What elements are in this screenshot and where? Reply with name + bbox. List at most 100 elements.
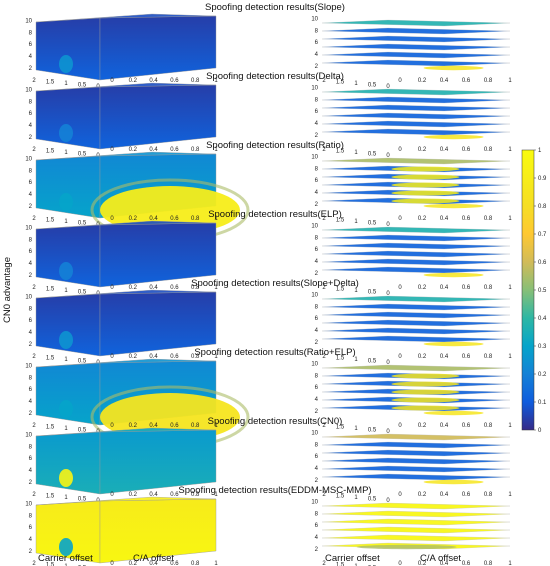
ca-tick: 0.4 [149,216,158,222]
panel-title: Spoofing detection results(CN0) [208,416,343,427]
slice [321,311,511,319]
slice [321,510,511,518]
slice [321,96,511,104]
carrier-tick-right: 1.5 [336,80,345,86]
panel-title: Spoofing detection results(EDDM-MSC-MMP) [178,485,371,496]
carrier-tick-right: 0 [386,84,390,90]
carrier-tick: 0.5 [78,221,87,227]
carrier-tick-right: 0 [386,153,390,159]
slice-highlight [356,544,457,550]
carrier-tick-right: 0 [386,360,390,366]
cn0-tick-right: 8 [315,442,319,448]
cn0-tick: 6 [29,318,33,324]
ca-tick: 0.2 [129,423,138,429]
cn0-tick: 10 [25,156,32,162]
slice [321,303,511,311]
carrier-tick: 1.5 [46,356,55,362]
ca-tick: 0.8 [191,423,200,429]
slice [321,465,511,473]
carrier-tick-right: 2 [322,216,326,222]
left-box-top [35,289,217,299]
panel-2: Spoofing detection results(Ratio)2468102… [25,140,512,242]
carrier-tick: 1 [64,564,68,566]
ca-tick: 1 [214,561,218,566]
left-box-top [35,358,217,368]
ca-tick: 1 [214,216,218,222]
ca-tick-right: 1 [508,492,512,498]
ca-tick: 0 [110,78,114,84]
cn0-tick: 2 [29,411,33,417]
left-box-front [99,15,217,81]
carrier-tick: 2 [32,285,36,291]
carrier-tick: 2 [32,561,36,566]
carrier-tick: 0.5 [78,290,87,296]
slice [321,473,511,481]
slice [321,51,511,59]
carrier-tick-right: 1 [354,288,358,294]
cn0-tick-right: 10 [311,499,318,505]
slice [321,242,511,250]
cn0-tick: 2 [29,342,33,348]
left-box-front [99,84,217,150]
carrier-tick-right: 0.5 [368,221,377,227]
slice-highlight [423,341,484,347]
cn0-tick-right: 8 [315,166,319,172]
ca-tick: 0.8 [191,78,200,84]
slice [321,19,511,27]
carrier-tick: 1 [64,426,68,432]
hot-spot [59,469,73,487]
slice-band [391,381,460,387]
ca-tick-right: 0.4 [440,147,449,153]
carrier-tick: 0.5 [78,359,87,365]
ca-tick: 0 [110,423,114,429]
slice [321,258,511,266]
ca-tick-right: 0 [398,216,402,222]
left-box-top [35,13,217,23]
cn0-tick: 10 [25,294,32,300]
colorbar-tick-label: 0.2 [538,372,547,378]
colorbar-tick-label: 0.3 [538,344,547,350]
cn0-tick: 4 [29,468,33,474]
carrier-tick: 0.5 [78,428,87,434]
carrier-tick-right: 1.5 [336,563,345,566]
carrier-tick-right: 0.5 [368,152,377,158]
ca-tick: 1 [214,147,218,153]
cn0-tick-right: 6 [315,316,319,322]
colorbar-tick-label: 0.5 [538,288,547,294]
cn0-tick: 2 [29,480,33,486]
cn0-tick: 6 [29,111,33,117]
ca-tick-right: 1 [508,423,512,429]
slice [321,226,511,234]
ca-tick-right: 0.4 [440,561,449,566]
cn0-tick: 8 [29,30,33,36]
panel-4: Spoofing detection results(Slope+Delta)2… [25,278,512,366]
hot-spot [59,124,73,142]
slice-band [391,405,460,411]
panel-title: Spoofing detection results(Delta) [206,71,344,82]
cn0-tick-right: 8 [315,235,319,241]
carrier-tick-right: 2 [322,354,326,360]
ca-tick: 0.4 [149,285,158,291]
colorbar-tick-label: 0.1 [538,400,547,406]
colorbar-tick-label: 0.6 [538,260,547,266]
ca-tick-right: 0 [398,147,402,153]
colorbar-tick-label: 0.8 [538,204,547,210]
ca-tick: 0.6 [170,423,179,429]
cn0-tick-right: 10 [311,430,318,436]
ca-tick: 0.4 [149,78,158,84]
slice [321,441,511,449]
cn0-tick-right: 6 [315,523,319,529]
carrier-tick-right: 1 [354,150,358,156]
cn0-tick-right: 8 [315,511,319,517]
carrier-tick: 0.5 [78,497,87,503]
carrier-tick-right: 1 [354,357,358,363]
cn0-tick-right: 6 [315,247,319,253]
cn0-tick-right: 6 [315,40,319,46]
left-box-top [35,496,217,506]
carrier-tick: 2 [32,216,36,222]
carrier-tick: 0.5 [78,152,87,158]
ca-tick: 0 [110,354,114,360]
carrier-tick-right: 0.5 [368,497,377,503]
cn0-tick: 8 [29,513,33,519]
